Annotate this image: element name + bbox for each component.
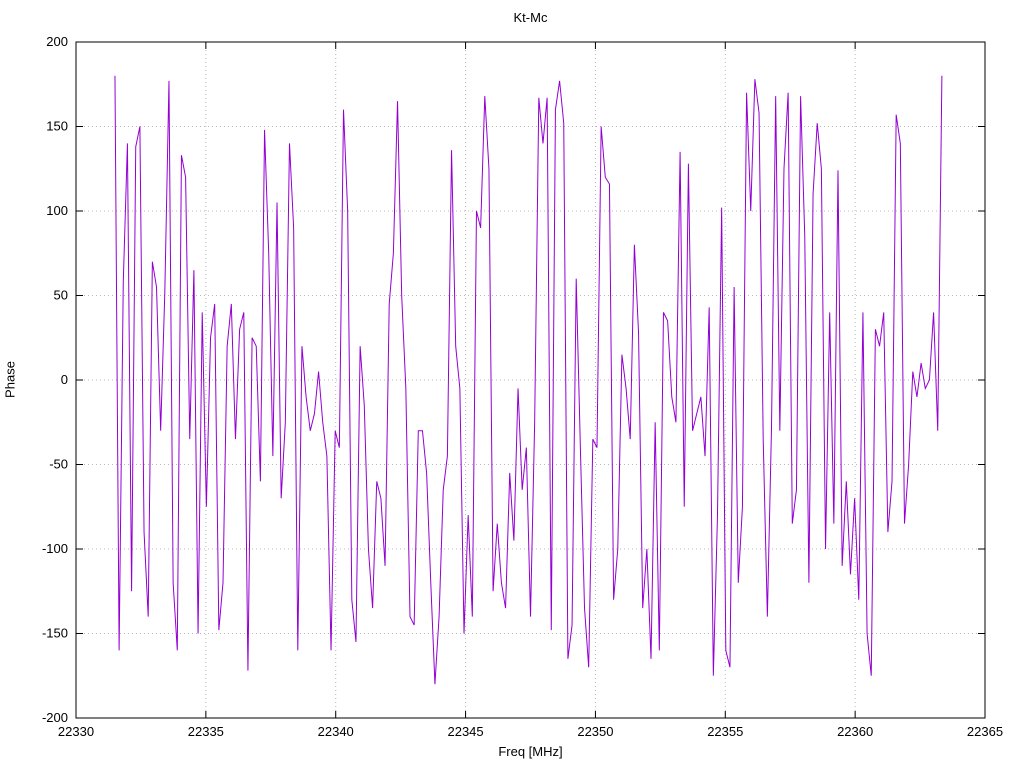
plot-border [75,41,986,719]
chart-title: Kt-Mc [513,10,548,25]
y-tick-label: -150 [42,626,68,641]
y-tick-label: 200 [46,34,68,49]
y-tick-label: 100 [46,203,68,218]
phase-line [114,75,943,685]
y-tick-label: 0 [61,372,68,387]
x-axis-label: Freq [MHz] [498,744,563,759]
y-tick-label: -100 [42,541,68,556]
x-tick-label: 22350 [577,724,613,739]
y-axis-label: Phase [2,361,18,398]
x-tick-label: 22335 [188,724,224,739]
x-tick-label: 22365 [967,724,1003,739]
y-tick-label: -50 [49,457,68,472]
x-tick-label: 22360 [837,724,873,739]
x-tick-label: 22355 [707,724,743,739]
x-tick-label: 22330 [58,724,94,739]
y-tick-label: -200 [42,710,68,725]
y-tick-label: 50 [54,288,68,303]
y-tick-label: 150 [46,119,68,134]
x-tick-label: 22345 [447,724,483,739]
x-tick-label: 22340 [318,724,354,739]
